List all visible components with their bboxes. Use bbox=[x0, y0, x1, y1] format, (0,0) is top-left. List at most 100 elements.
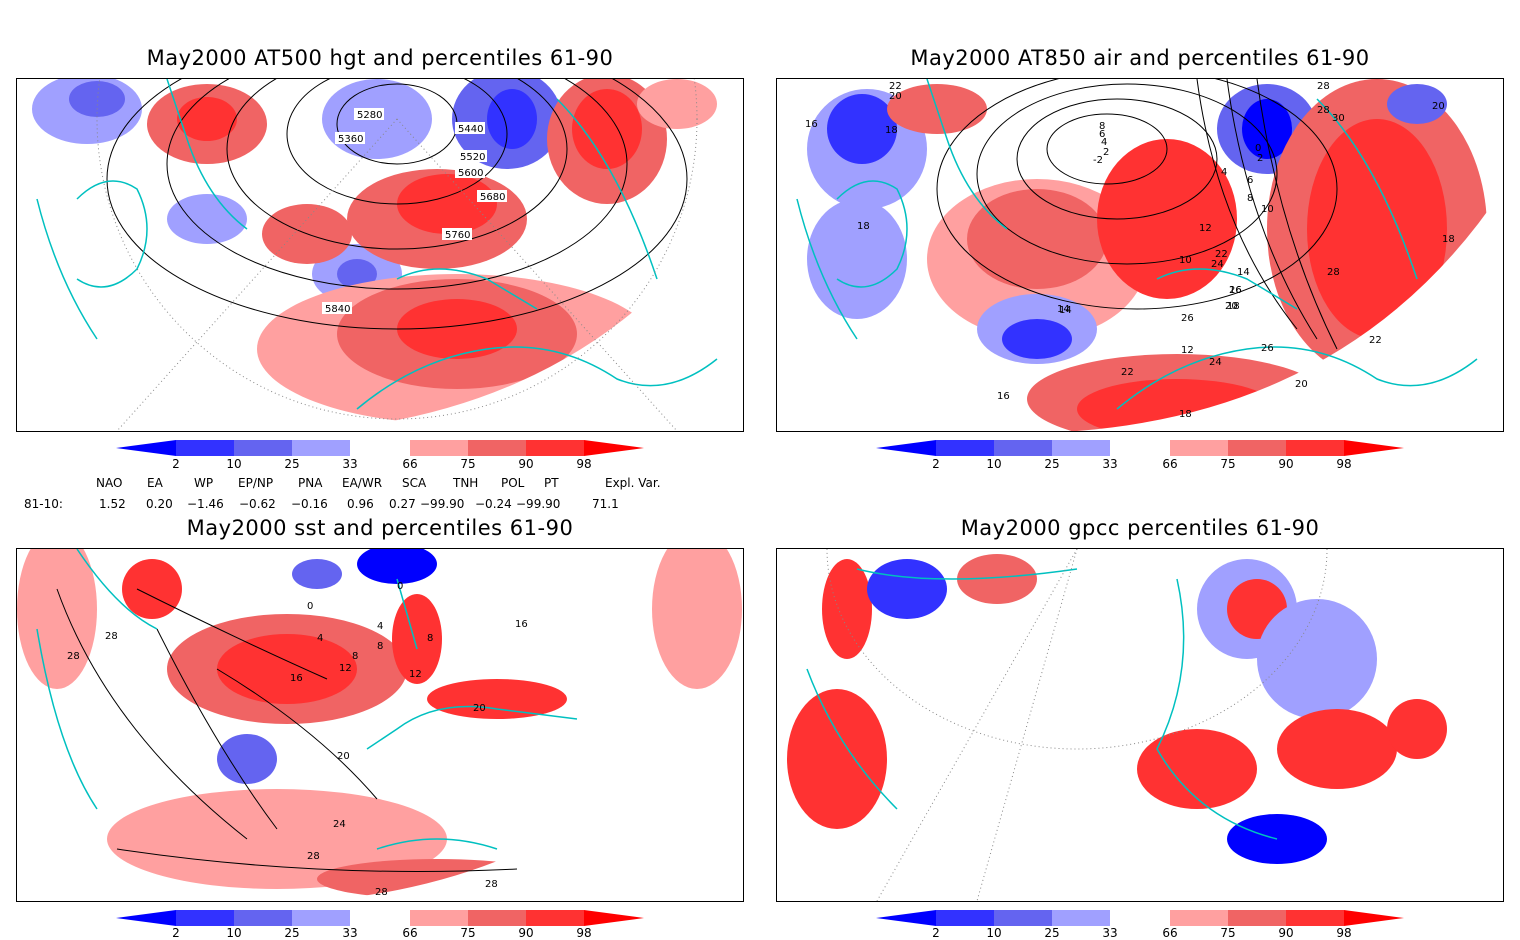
contour-label: 14 bbox=[1059, 305, 1072, 316]
contour-label: 0 bbox=[1255, 143, 1261, 154]
colorbar-tick: 90 bbox=[518, 926, 534, 940]
coastlines bbox=[796, 79, 1478, 410]
colorbar-tick: 66 bbox=[1162, 457, 1178, 471]
colorbar-tick: 10 bbox=[986, 926, 1002, 940]
colorbar-tick: 90 bbox=[518, 457, 534, 471]
contour-label: 14 bbox=[1237, 267, 1250, 278]
colorbar-tick: 98 bbox=[1336, 926, 1352, 940]
contour-label: 5440 bbox=[458, 124, 483, 135]
contour-label: 28 bbox=[375, 887, 388, 898]
colorbar-tick: 33 bbox=[342, 457, 358, 471]
colorbar-air bbox=[876, 440, 1406, 456]
colorbar-tick: 75 bbox=[460, 926, 476, 940]
index-header: EA/WR bbox=[342, 476, 383, 490]
graticule bbox=[826, 549, 1328, 901]
panel-title-sst: May2000 sst and percentiles 61-90 bbox=[186, 516, 574, 540]
map-panel-gpcc bbox=[776, 548, 1504, 902]
map-sst: 28 28 0 0 4 4 8 8 8 12 16 12 16 20 20 24… bbox=[17, 549, 743, 901]
contour-label: 5360 bbox=[338, 134, 363, 145]
contour-label: 22 bbox=[889, 81, 902, 92]
contour-label: 2 bbox=[1103, 147, 1109, 158]
colorbar-tick: 75 bbox=[1220, 926, 1236, 940]
contour-label: 12 bbox=[1199, 223, 1212, 234]
contour-label: 4 bbox=[1221, 167, 1227, 178]
contour-label: 18 bbox=[857, 221, 870, 232]
panel-title-hgt: May2000 AT500 hgt and percentiles 61-90 bbox=[146, 46, 614, 70]
map-panel-air: 22 20 16 18 18 14 12 10 8 6 4 2 -2 0 2 4… bbox=[776, 78, 1504, 432]
sst-contours bbox=[56, 588, 518, 872]
colorbar-tick: 2 bbox=[932, 926, 940, 940]
index-header: NAO bbox=[96, 476, 123, 490]
index-value: −1.46 bbox=[187, 497, 224, 511]
index-header: Expl. Var. bbox=[605, 476, 661, 490]
colorbar-tick: 90 bbox=[1278, 457, 1294, 471]
colorbar-tick: 25 bbox=[284, 457, 300, 471]
colorbar-tick: 2 bbox=[172, 457, 180, 471]
contour-label: 10 bbox=[1179, 255, 1192, 266]
index-value: 71.1 bbox=[592, 497, 619, 511]
contour-label: 22 bbox=[1369, 335, 1382, 346]
colorbar-gpcc bbox=[876, 910, 1406, 926]
contour-label: 20 bbox=[337, 751, 350, 762]
index-header: EA bbox=[147, 476, 163, 490]
contour-label: 4 bbox=[317, 633, 323, 644]
colorbar-hgt bbox=[116, 440, 646, 456]
contour-label: 20 bbox=[473, 703, 486, 714]
map-hgt: 5280 5360 5440 5520 5600 5680 5760 5840 bbox=[17, 79, 743, 431]
colorbar-graphic bbox=[116, 910, 644, 926]
contour-label: 8 bbox=[1099, 121, 1105, 132]
contour-label: 16 bbox=[515, 619, 528, 630]
outside-domain bbox=[317, 189, 743, 431]
coastlines bbox=[36, 549, 578, 850]
contour-label: 8 bbox=[427, 633, 433, 644]
colorbar-tick: 66 bbox=[402, 457, 418, 471]
contour-label: 26 bbox=[1181, 313, 1194, 324]
map-panel-hgt: 5280 5360 5440 5520 5600 5680 5760 5840 bbox=[16, 78, 744, 432]
contour-label: 16 bbox=[1229, 285, 1242, 296]
index-header: PNA bbox=[298, 476, 323, 490]
colorbar-tick: 25 bbox=[1044, 926, 1060, 940]
contour-label: 20 bbox=[1295, 379, 1308, 390]
colorbar-tick: 66 bbox=[1162, 926, 1178, 940]
contour-labels: 28 28 0 0 4 4 8 8 8 12 16 12 16 20 20 24… bbox=[67, 581, 528, 898]
colorbar-graphic bbox=[116, 440, 644, 456]
index-row-label: 81-10: bbox=[24, 497, 63, 511]
colorbar-tick: 98 bbox=[576, 926, 592, 940]
contour-label: 16 bbox=[290, 673, 303, 684]
contour-label: 5280 bbox=[357, 110, 382, 121]
contour-label: 28 bbox=[67, 651, 80, 662]
index-value: −0.24 bbox=[475, 497, 512, 511]
coastlines bbox=[36, 79, 718, 410]
contour-label: 22 bbox=[1121, 367, 1134, 378]
anomaly-fill bbox=[787, 554, 1447, 864]
contour-label: 10 bbox=[1261, 204, 1274, 215]
contour-label: 8 bbox=[1247, 193, 1253, 204]
contour-label: 18 bbox=[1179, 409, 1192, 420]
index-value: 0.20 bbox=[146, 497, 173, 511]
contour-label: 28 bbox=[1327, 267, 1340, 278]
panel-title-gpcc: May2000 gpcc percentiles 61-90 bbox=[960, 516, 1320, 540]
colorbar-tick: 98 bbox=[576, 457, 592, 471]
index-value: 0.27 bbox=[389, 497, 416, 511]
contour-label: 12 bbox=[339, 663, 352, 674]
index-value: 0.96 bbox=[347, 497, 374, 511]
colorbar-tick: 10 bbox=[986, 457, 1002, 471]
contour-label: 4 bbox=[377, 621, 383, 632]
temperature-contours bbox=[936, 79, 1338, 350]
contour-label: 5680 bbox=[480, 192, 505, 203]
contour-label: 8 bbox=[377, 641, 383, 652]
index-header: POL bbox=[501, 476, 525, 490]
contour-label: 18 bbox=[1227, 301, 1240, 312]
colorbar-tick: 90 bbox=[1278, 926, 1294, 940]
contour-label: 6 bbox=[1247, 175, 1253, 186]
contour-label: 8 bbox=[352, 651, 358, 662]
contour-label: 5760 bbox=[445, 230, 470, 241]
contour-label: 20 bbox=[1225, 301, 1238, 312]
colorbar-tick: 25 bbox=[284, 926, 300, 940]
colorbar-tick: 98 bbox=[1336, 457, 1352, 471]
contour-label: 26 bbox=[1261, 343, 1274, 354]
index-header: SCA bbox=[402, 476, 427, 490]
index-header: TNH bbox=[453, 476, 479, 490]
colorbar-graphic bbox=[876, 910, 1404, 926]
coastlines bbox=[806, 568, 1278, 840]
